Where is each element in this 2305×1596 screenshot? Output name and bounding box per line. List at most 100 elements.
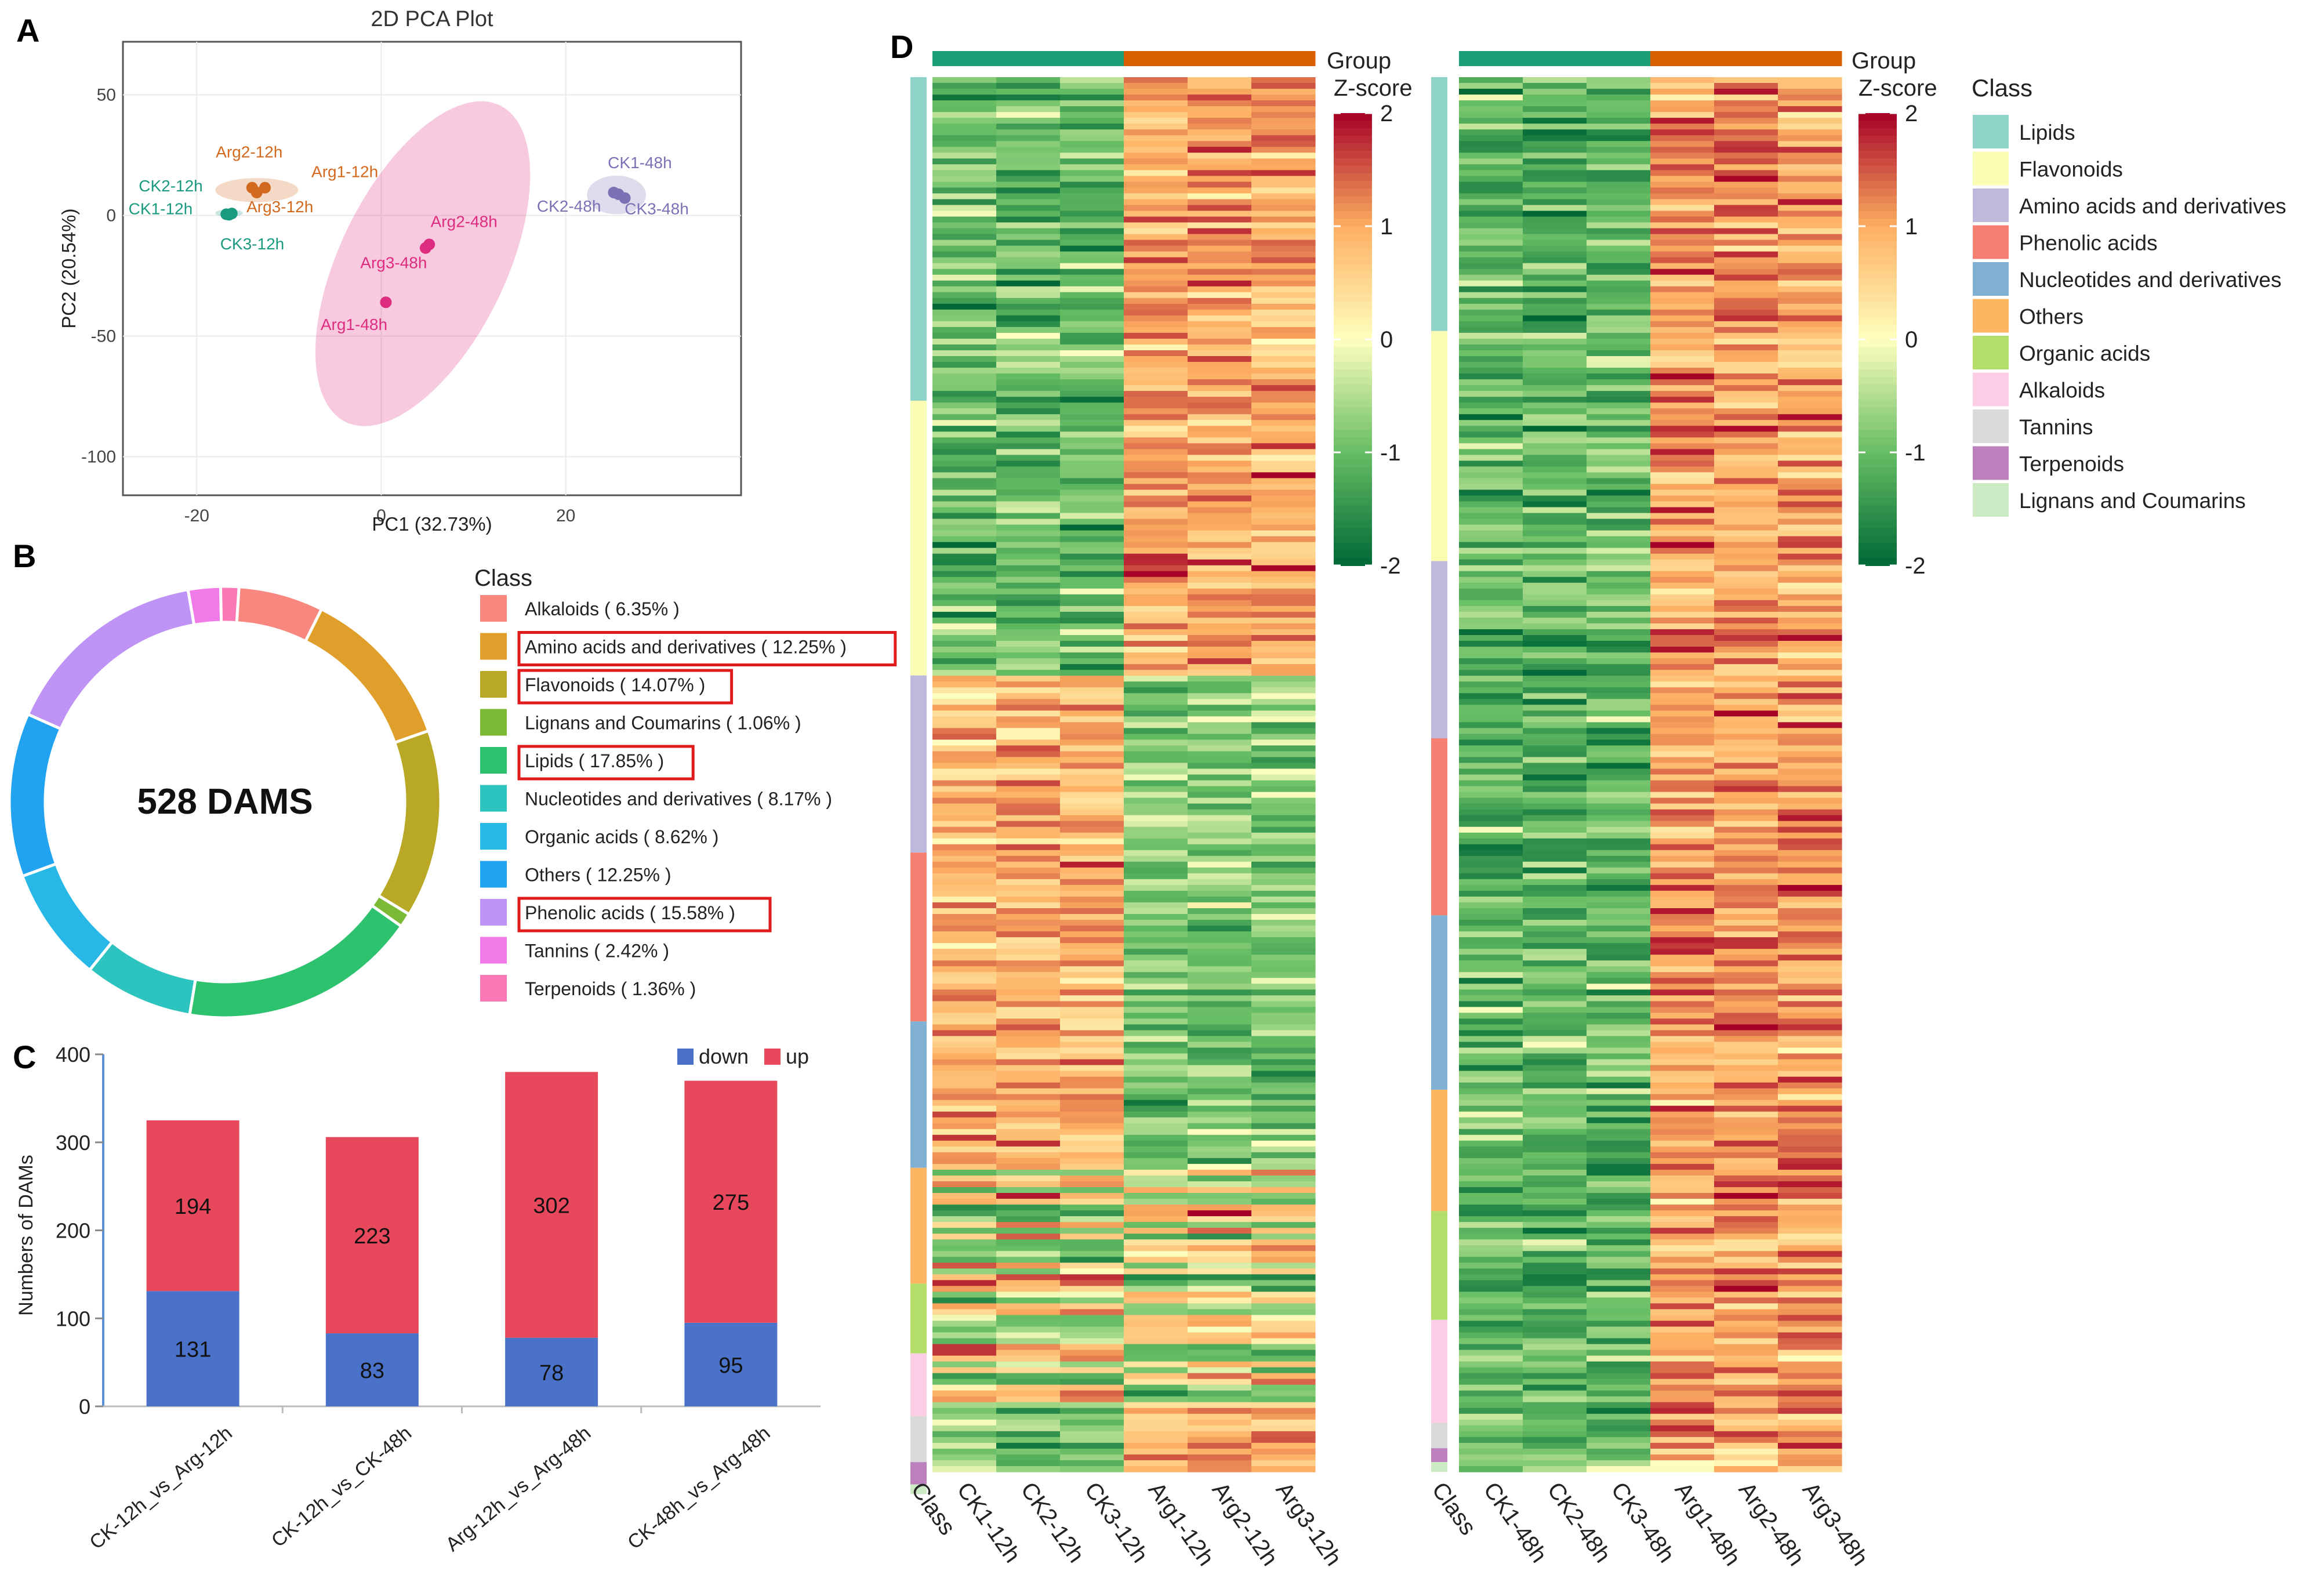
pca-x-ticks: -20 0 20 — [184, 506, 576, 525]
heatmap-cell — [1459, 949, 1523, 955]
heatmap-cell — [1251, 205, 1316, 212]
heatmap-cell — [932, 170, 997, 176]
heatmap-cell — [1459, 147, 1523, 153]
heatmap-cell — [1459, 943, 1523, 949]
heatmap-cell — [1060, 1315, 1124, 1322]
heatmap-cell — [1188, 972, 1252, 978]
heatmap-cell — [1714, 1413, 1778, 1420]
heatmap-cell — [1650, 722, 1715, 728]
colorbar-step — [1858, 219, 1897, 227]
heatmap-cell — [1778, 739, 1842, 746]
heatmap-cell — [1587, 1071, 1651, 1078]
heatmap-cell — [1587, 234, 1651, 241]
heatmap-cell — [1251, 547, 1316, 554]
heatmap-cell — [1587, 344, 1651, 351]
heatmap-cell — [1251, 605, 1316, 612]
heatmap-cell — [932, 1239, 997, 1246]
heatmap-cell — [1124, 605, 1188, 612]
heatmap-cell — [1459, 1321, 1523, 1327]
heatmap-cell — [1650, 739, 1715, 746]
heatmap-cell — [1587, 1309, 1651, 1316]
heatmap-cell — [1124, 1169, 1188, 1176]
heatmap-cell — [1778, 362, 1842, 368]
heatmap-cell — [1459, 792, 1523, 799]
heatmap-cell — [1650, 687, 1715, 694]
heatmap-cell — [1060, 1146, 1124, 1153]
heatmap-cell — [1714, 553, 1778, 560]
heatmap-cell — [1714, 832, 1778, 839]
heatmap-cell — [1124, 920, 1188, 926]
heatmap-cell — [1523, 77, 1587, 84]
heatmap-cell — [1587, 867, 1651, 874]
heatmap-cell — [1778, 884, 1842, 891]
heatmap-cell — [1650, 1222, 1715, 1228]
heatmap-cell — [1714, 623, 1778, 630]
heatmap-cell — [1714, 187, 1778, 194]
heatmap-cell — [1124, 518, 1188, 525]
heatmap-cell — [1523, 1442, 1587, 1449]
heatmap-cell — [1523, 466, 1587, 473]
heatmap-cell — [1523, 1100, 1587, 1107]
heatmap-cell — [1587, 838, 1651, 845]
colorbar-step — [1334, 347, 1372, 355]
heatmap-cell — [1124, 1199, 1188, 1205]
heatmap-cell — [1060, 960, 1124, 967]
heatmap-cell — [1251, 931, 1316, 938]
heatmap-cell — [1587, 576, 1651, 583]
heatmap-cell — [1124, 751, 1188, 758]
heatmap-cell — [996, 170, 1061, 176]
heatmap-cell — [1124, 1292, 1188, 1298]
heatmap-cell — [1714, 1013, 1778, 1019]
heatmap-cell — [1124, 867, 1188, 874]
heatmap-cell — [1778, 542, 1842, 549]
heatmap-cell — [1587, 1263, 1651, 1269]
heatmap-cell — [1251, 187, 1316, 194]
heatmap-cell — [1714, 164, 1778, 171]
heatmap-cell — [1587, 1280, 1651, 1286]
heatmap-cell — [1124, 1152, 1188, 1159]
heatmap-cell — [1778, 1379, 1842, 1385]
heatmap-cell — [1188, 193, 1252, 200]
heatmap-cell — [1714, 141, 1778, 147]
heatmap-cell — [1060, 1065, 1124, 1072]
heatmap-cell — [1251, 327, 1316, 333]
colorbar-step — [1334, 430, 1372, 438]
heatmap-cell — [1188, 245, 1252, 252]
heatmap-cell — [1060, 658, 1124, 665]
heatmap-cell — [1251, 658, 1316, 665]
heatmap-cell — [1650, 838, 1715, 845]
heatmap-cell — [1778, 176, 1842, 182]
heatmap-cell — [996, 1140, 1061, 1147]
heatmap-cell — [1714, 292, 1778, 299]
heatmap-cell — [1587, 124, 1651, 130]
heatmap-cell — [1188, 734, 1252, 740]
heatmap-cell — [1714, 1460, 1778, 1467]
colorbar-step — [1858, 249, 1897, 257]
heatmap-cell — [1523, 641, 1587, 647]
heatmap-cell — [932, 792, 997, 799]
heatmap-cell — [996, 344, 1061, 351]
heatmap-cell — [1251, 164, 1316, 171]
heatmap-cell — [1523, 397, 1587, 403]
class-legend-title: Class — [1972, 74, 2032, 101]
colorbar-step — [1858, 256, 1897, 264]
heatmap-cell — [996, 1460, 1061, 1467]
heatmap-cell — [1587, 861, 1651, 868]
heatmap-cell — [1778, 478, 1842, 485]
heatmap-cell — [1124, 1239, 1188, 1246]
heatmap-cell — [1587, 652, 1651, 659]
heatmap-cell — [1251, 972, 1316, 978]
heatmap-cell — [1188, 792, 1252, 799]
heatmap-cell — [1714, 559, 1778, 566]
heatmap-cell — [1778, 1013, 1842, 1019]
heatmap-cell — [1459, 995, 1523, 1002]
heatmap-cell — [1778, 861, 1842, 868]
heatmap-cell — [996, 984, 1061, 990]
colorbar-step — [1334, 475, 1372, 483]
heatmap-cell — [1778, 1402, 1842, 1409]
pca-point-label: Arg3-48h — [360, 254, 427, 272]
heatmap-cell — [996, 234, 1061, 241]
heatmap-cell — [1251, 321, 1316, 328]
heatmap-cell — [1251, 397, 1316, 403]
colorbar-step — [1334, 505, 1372, 513]
